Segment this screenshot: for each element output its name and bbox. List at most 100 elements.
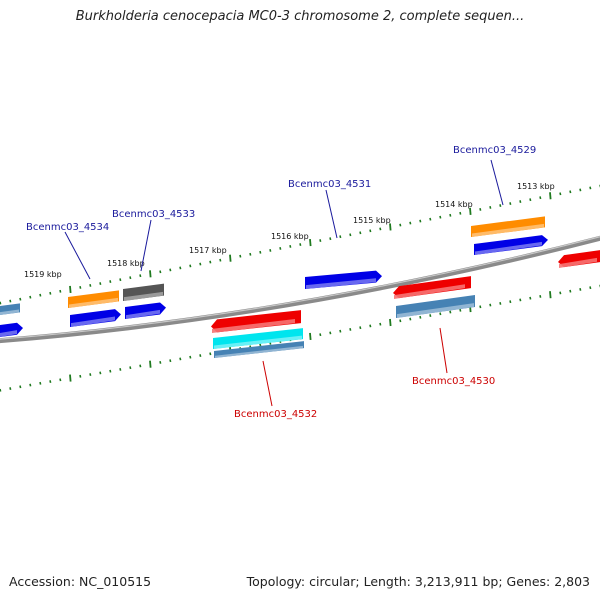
top-ruler-major-tick xyxy=(149,270,152,278)
top-ruler-minor-tick xyxy=(239,254,242,258)
top-ruler-minor-tick xyxy=(119,278,122,282)
bottom-ruler-minor-tick xyxy=(589,286,592,290)
gene-4533-gray[interactable] xyxy=(123,283,164,301)
top-ruler-minor-tick xyxy=(589,186,592,190)
gene-4533-blue[interactable] xyxy=(125,302,166,319)
bottom-ruler-minor-tick xyxy=(379,322,382,326)
top-ruler-minor-tick xyxy=(459,211,462,215)
top-ruler-minor-tick xyxy=(9,299,12,303)
top-ruler-minor-tick xyxy=(399,223,402,227)
gene-4530-steel[interactable] xyxy=(396,294,475,318)
top-ruler-minor-tick xyxy=(189,264,192,268)
top-ruler-minor-tick xyxy=(199,262,202,266)
gene-4534-blue[interactable] xyxy=(70,309,121,327)
gene-4531[interactable] xyxy=(305,270,382,289)
top-ruler-minor-tick xyxy=(139,274,142,278)
top-ruler-major-tick xyxy=(549,192,552,200)
top-ruler-minor-tick xyxy=(569,190,572,194)
gene-label-4534[interactable]: Bcenmc03_4534 xyxy=(26,222,109,233)
top-ruler-minor-tick xyxy=(519,200,522,204)
gene-left-edge-steel[interactable] xyxy=(0,303,20,316)
top-ruler-major-tick xyxy=(69,285,72,293)
bottom-ruler-minor-tick xyxy=(29,383,32,387)
top-ruler-minor-tick xyxy=(179,266,182,270)
bottom-ruler-major-tick xyxy=(149,360,152,368)
bottom-ruler-minor-tick xyxy=(199,354,202,357)
gene-label-4531[interactable]: Bcenmc03_4531 xyxy=(288,179,371,190)
bottom-ruler-minor-tick xyxy=(539,294,542,298)
accession-text: Accession: NC_010515 xyxy=(9,574,152,589)
top-ruler-minor-tick xyxy=(499,204,502,207)
chromosome-backbone-highlight xyxy=(0,236,600,340)
bottom-ruler-major-tick xyxy=(549,291,552,299)
top-ruler-minor-tick xyxy=(209,260,212,264)
top-ruler-minor-tick xyxy=(129,276,132,280)
top-ruler-minor-tick xyxy=(79,286,82,289)
top-ruler-minor-tick xyxy=(449,213,452,217)
top-ruler-minor-tick xyxy=(0,301,2,305)
bottom-ruler-major-tick xyxy=(69,374,72,382)
gene-4530-red[interactable] xyxy=(393,276,471,299)
top-ruler-minor-tick xyxy=(89,284,92,287)
bottom-ruler-minor-tick xyxy=(559,291,562,295)
bottom-ruler-minor-tick xyxy=(339,329,342,333)
gene-right-edge-red[interactable] xyxy=(558,250,600,268)
top-ruler-minor-tick xyxy=(369,229,372,233)
top-ruler-minor-tick xyxy=(19,297,22,301)
chromosome-backbone xyxy=(0,235,600,344)
gene-4529-blue[interactable] xyxy=(474,235,548,255)
gene-4532-red[interactable] xyxy=(211,310,301,333)
gene-4534-orange[interactable] xyxy=(68,290,119,308)
kbp-label-1517: 1517 kbp xyxy=(189,246,227,255)
gene-left-edge-blue[interactable] xyxy=(0,322,23,338)
bottom-ruler-major-tick xyxy=(389,318,392,327)
bottom-ruler-minor-tick xyxy=(499,301,502,305)
top-ruler-minor-tick xyxy=(509,202,512,205)
bottom-ruler-minor-tick xyxy=(39,381,42,385)
bottom-ruler-minor-tick xyxy=(519,298,522,302)
top-ruler-minor-tick xyxy=(559,192,562,196)
top-ruler-minor-tick xyxy=(489,206,492,209)
top-ruler-minor-tick xyxy=(409,221,412,225)
bottom-ruler-minor-tick xyxy=(9,387,12,390)
top-ruler-minor-tick xyxy=(299,243,302,246)
bottom-ruler-minor-tick xyxy=(509,300,512,304)
gene-4529-orange[interactable] xyxy=(471,216,545,237)
gene-label-4530[interactable]: Bcenmc03_4530 xyxy=(412,376,495,387)
callout-line-4531 xyxy=(325,189,338,239)
gene-label-4533[interactable]: Bcenmc03_4533 xyxy=(112,209,195,220)
top-ruler-minor-tick xyxy=(329,237,332,241)
gene-label-4532[interactable]: Bcenmc03_4532 xyxy=(234,409,317,420)
bottom-ruler-minor-tick xyxy=(569,289,572,293)
top-ruler-minor-tick xyxy=(109,280,112,284)
gene-label-4529[interactable]: Bcenmc03_4529 xyxy=(453,145,536,156)
bottom-ruler-major-tick xyxy=(309,332,312,340)
ruler-ticks-top xyxy=(0,184,600,305)
top-ruler-major-tick xyxy=(309,238,312,247)
top-ruler-minor-tick xyxy=(259,250,262,254)
kbp-label-1518: 1518 kbp xyxy=(107,259,145,268)
top-ruler-minor-tick xyxy=(169,268,172,272)
callout-line-4533 xyxy=(140,219,152,272)
bottom-ruler-minor-tick xyxy=(359,326,362,330)
top-ruler-minor-tick xyxy=(419,219,422,223)
topology-text: Topology: circular; Length: 3,213,911 bp… xyxy=(246,574,590,589)
top-ruler-minor-tick xyxy=(39,293,42,297)
bottom-ruler-minor-tick xyxy=(79,374,82,378)
bottom-ruler-minor-tick xyxy=(189,355,192,359)
gene-4532-steel[interactable] xyxy=(214,341,304,358)
top-ruler-minor-tick xyxy=(359,231,362,235)
top-ruler-minor-tick xyxy=(539,196,542,200)
bottom-ruler-minor-tick xyxy=(59,378,62,382)
bottom-ruler-minor-tick xyxy=(449,310,452,314)
gene-4532-cyan[interactable] xyxy=(213,328,303,349)
top-ruler-major-tick xyxy=(469,207,472,215)
bottom-ruler-minor-tick xyxy=(579,288,582,291)
top-ruler-minor-tick xyxy=(349,233,352,237)
callout-line-4530 xyxy=(439,327,448,374)
callout-line-4534 xyxy=(64,231,91,280)
top-ruler-major-tick xyxy=(229,254,232,262)
top-ruler-minor-tick xyxy=(59,289,62,293)
top-ruler-major-tick xyxy=(389,223,392,231)
kbp-label-1513: 1513 kbp xyxy=(517,182,555,191)
